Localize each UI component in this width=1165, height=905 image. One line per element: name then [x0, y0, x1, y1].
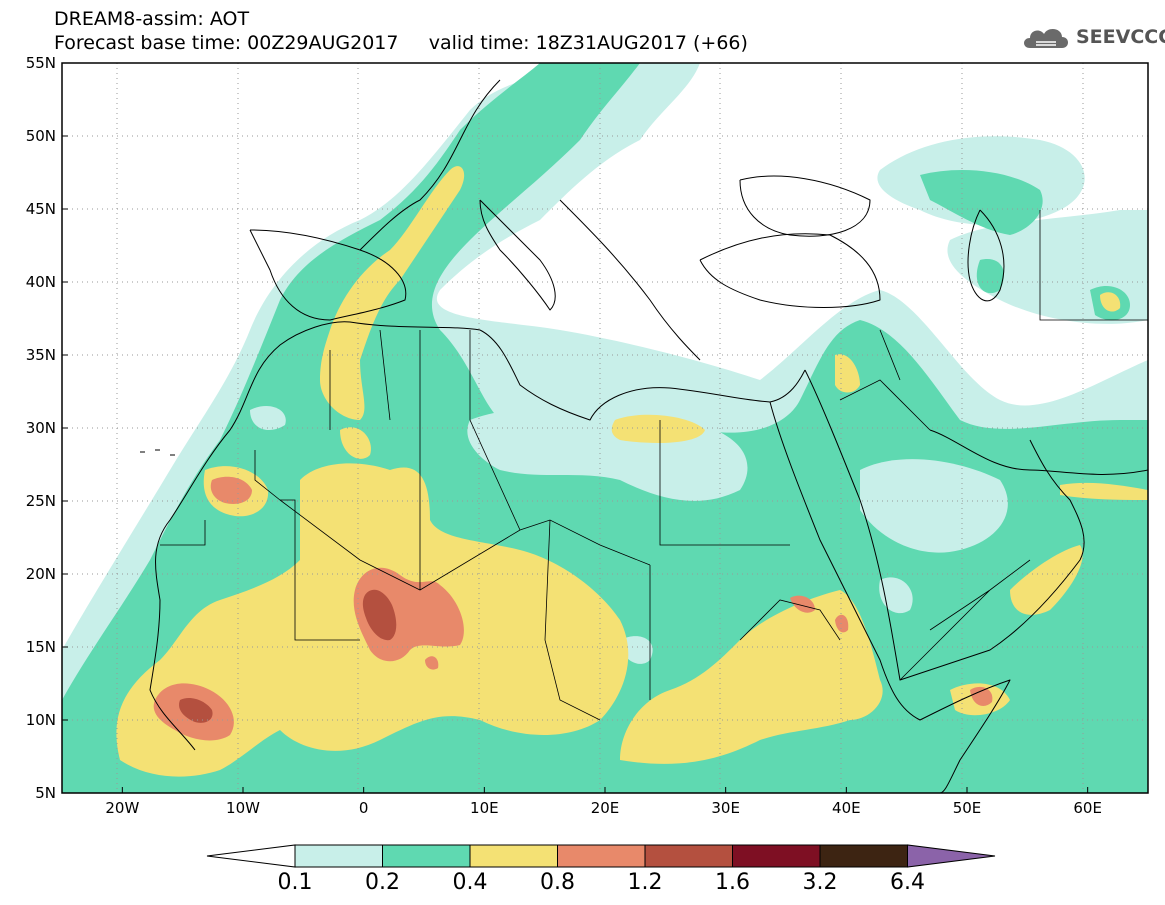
aot-field: [62, 63, 1148, 793]
seevccc-logo: SEEVCCC: [1020, 22, 1165, 52]
lon-tick-label: 10W: [226, 799, 260, 817]
lat-tick-label: 50N: [26, 127, 56, 145]
valid-time: valid time: 18Z31AUG2017 (+66): [428, 32, 748, 54]
lon-tick-label: 40E: [832, 799, 861, 817]
colorbar-label: 0.4: [452, 870, 488, 895]
lat-tick-label: 30N: [26, 419, 56, 437]
logo-text: SEEVCCC: [1076, 26, 1165, 48]
colorbar-label: 0.1: [277, 870, 313, 895]
lon-tick-label: 30E: [711, 799, 740, 817]
colorbar-label: 6.4: [890, 870, 925, 895]
grid: [62, 63, 1148, 793]
colorbar-label: 0.8: [540, 870, 575, 895]
coastlines: [140, 79, 1148, 793]
colorbar-label: 3.2: [802, 870, 838, 895]
lon-tick-label: 60E: [1073, 799, 1102, 817]
borders: [160, 210, 1148, 721]
lat-tick-label: 10N: [26, 711, 56, 729]
map-title: DREAM8-assim: AOT: [54, 8, 250, 30]
lat-tick-label: 15N: [26, 638, 56, 656]
lat-tick-label: 25N: [26, 492, 56, 510]
colorbar-label: 0.2: [365, 870, 400, 895]
lon-tick-label: 50E: [953, 799, 982, 817]
forecast-base-time: Forecast base time: 00Z29AUG2017: [54, 32, 399, 54]
lat-tick-label: 35N: [26, 346, 56, 364]
lat-tick-label: 55N: [26, 54, 56, 72]
cloud-icon: [1024, 28, 1068, 48]
lon-tick-label: 20E: [591, 799, 620, 817]
lat-tick-label: 40N: [26, 273, 56, 291]
lon-tick-label: 20W: [105, 799, 139, 817]
lon-tick-label: 10E: [470, 799, 499, 817]
colorbar-label: 1.2: [627, 870, 663, 895]
lon-tick-label: 0: [359, 799, 369, 817]
lat-tick-label: 45N: [26, 200, 56, 218]
lat-tick-label: 5N: [35, 784, 56, 802]
lat-tick-label: 20N: [26, 565, 56, 583]
lat-axis: 55N 50N 45N 40N 35N 30N 25N 20N 15N 10N 5N: [26, 54, 68, 802]
colorbar-label: 1.6: [715, 870, 750, 895]
aot-band-1.2: [179, 589, 397, 723]
forecast-times: Forecast base time: 00Z29AUG2017 valid t…: [54, 32, 748, 54]
lon-axis: 20W 10W 0 10E 20E 30E 40E 50E 60E: [105, 787, 1102, 817]
